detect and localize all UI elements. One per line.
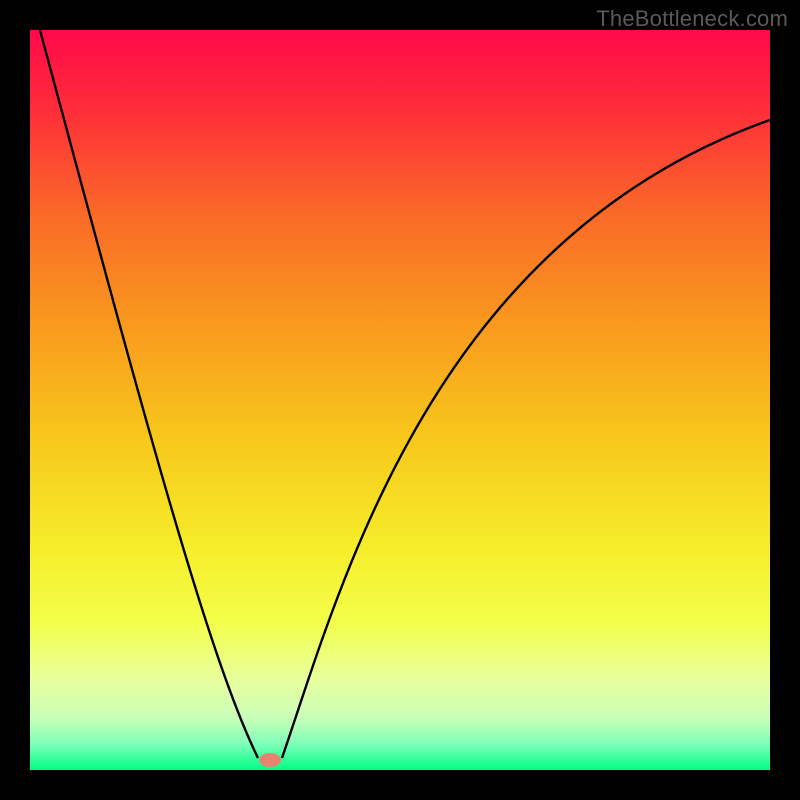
watermark-text: TheBottleneck.com	[596, 6, 788, 32]
minimum-marker	[259, 753, 281, 767]
curve-layer	[30, 30, 770, 770]
right-curve	[282, 120, 770, 758]
plot-area	[30, 30, 770, 770]
chart-container: TheBottleneck.com	[0, 0, 800, 800]
left-curve	[40, 30, 258, 758]
